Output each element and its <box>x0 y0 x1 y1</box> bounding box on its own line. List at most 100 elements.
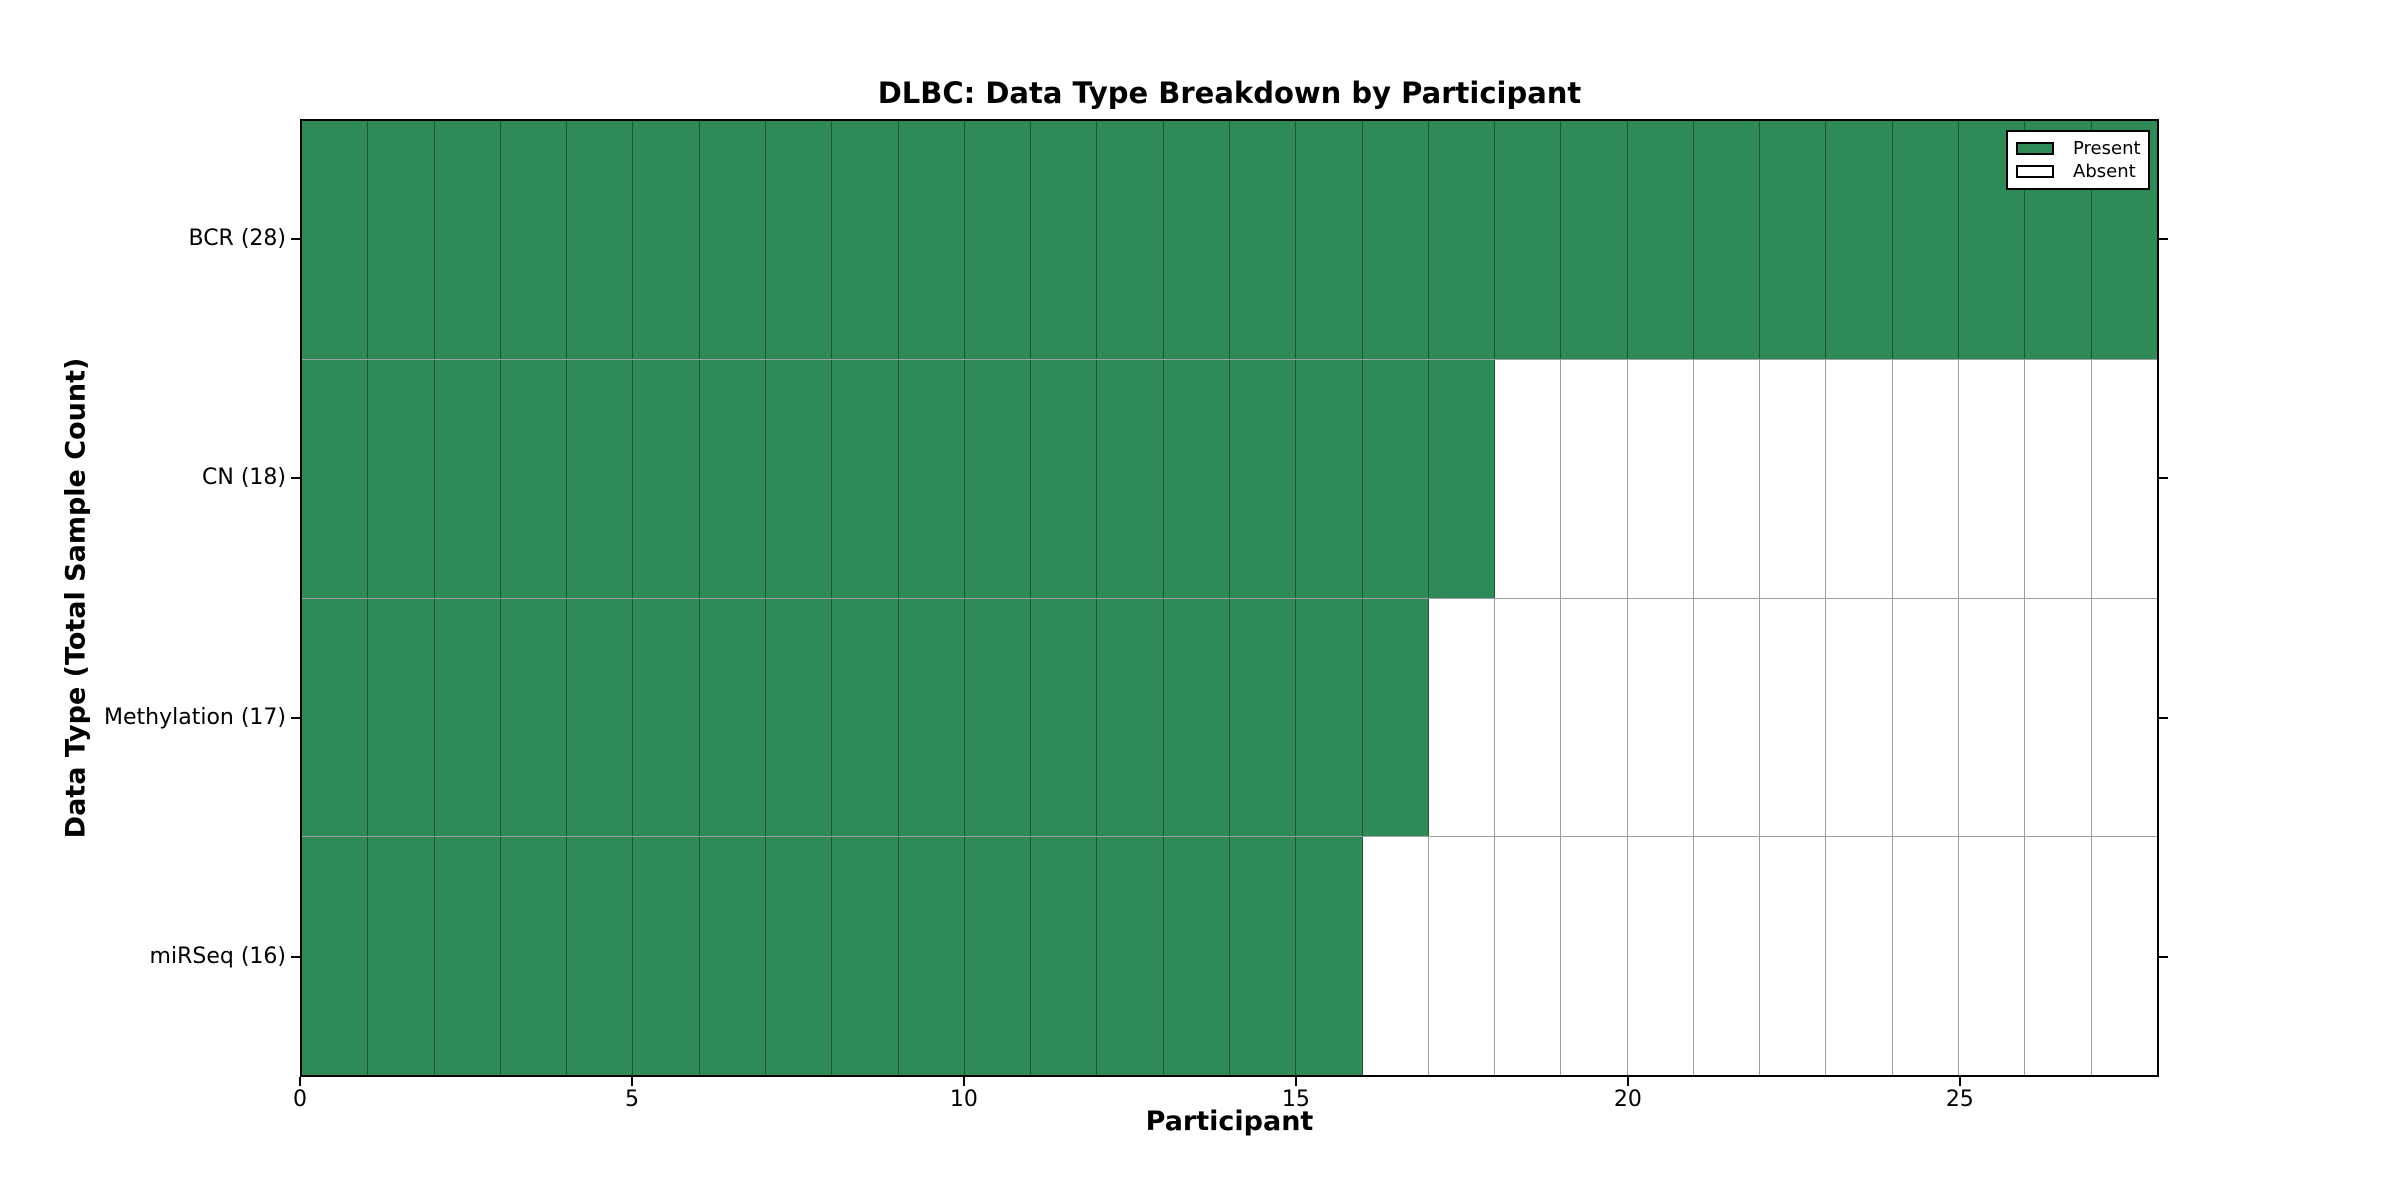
cell-CN-18-absent <box>1495 359 1562 598</box>
x-axis-label: Participant <box>1145 1106 1314 1137</box>
cell-Methylation-9-present <box>898 598 965 837</box>
cell-CN-27-absent <box>2091 359 2157 598</box>
cell-CN-10-present <box>964 359 1032 598</box>
cell-miRSeq-9-present <box>898 837 965 1075</box>
cell-BCR-22-present <box>1760 121 1827 359</box>
cell-Methylation-4-present <box>567 598 634 837</box>
x-tick-label-20: 20 <box>1613 1087 1642 1112</box>
y-tick-mark-right-miRSeq <box>2159 956 2168 959</box>
y-tick-layer: BCR (28) CN (18) Methylation (17) miRSeq (1… <box>0 119 2400 1077</box>
cell-Methylation-26-absent <box>2025 598 2092 837</box>
cell-BCR-19-present <box>1561 121 1628 359</box>
x-tick-mark-0 <box>299 1077 301 1086</box>
cell-BCR-6-present <box>699 121 766 359</box>
cell-Methylation-12-present <box>1097 598 1164 837</box>
cell-miRSeq-22-absent <box>1760 837 1827 1075</box>
y-tick-label-BCR: BCR (28) <box>188 225 286 251</box>
cell-CN-2-present <box>434 359 501 598</box>
cell-miRSeq-24-absent <box>1892 837 1960 1075</box>
cell-miRSeq-12-present <box>1097 837 1164 1075</box>
cell-BCR-14-present <box>1229 121 1297 359</box>
cell-miRSeq-20-absent <box>1627 837 1694 1075</box>
cell-miRSeq-10-present <box>964 837 1032 1075</box>
cell-Methylation-7-present <box>765 598 833 837</box>
cell-Methylation-21-absent <box>1693 598 1761 837</box>
cell-CN-17-present <box>1428 359 1496 598</box>
cell-CN-16-present <box>1362 359 1429 598</box>
y-tick-mark-left-Methylation <box>291 716 300 719</box>
cell-BCR-17-present <box>1428 121 1496 359</box>
cell-CN-5-present <box>633 359 700 598</box>
cell-BCR-23-present <box>1826 121 1893 359</box>
cell-Methylation-11-present <box>1031 598 1098 837</box>
legend: Present Absent <box>2006 130 2150 190</box>
cell-Methylation-22-absent <box>1760 598 1827 837</box>
chart-title: DLBC: Data Type Breakdown by Participant <box>877 76 1582 110</box>
x-tick-label-25: 25 <box>1945 1087 1974 1112</box>
cell-BCR-2-present <box>434 121 501 359</box>
plot-area <box>300 119 2159 1077</box>
cell-miRSeq-16-absent <box>1362 837 1429 1075</box>
cell-CN-13-present <box>1163 359 1230 598</box>
chart-row-Methylation <box>302 598 2157 838</box>
cell-miRSeq-1-present <box>368 837 435 1075</box>
cell-miRSeq-17-absent <box>1428 837 1496 1075</box>
cell-CN-15-present <box>1296 359 1363 598</box>
cell-Methylation-24-absent <box>1892 598 1960 837</box>
cell-Methylation-27-absent <box>2091 598 2157 837</box>
chart-row-CN <box>302 359 2157 599</box>
cell-Methylation-19-absent <box>1561 598 1628 837</box>
x-tick-label-5: 5 <box>624 1087 639 1112</box>
cell-miRSeq-18-absent <box>1495 837 1562 1075</box>
cell-Methylation-16-present <box>1362 598 1429 837</box>
x-tick-mark-15 <box>1294 1077 1297 1086</box>
cell-BCR-16-present <box>1362 121 1429 359</box>
cell-miRSeq-6-present <box>699 837 766 1075</box>
cell-Methylation-10-present <box>964 598 1032 837</box>
cell-BCR-1-present <box>368 121 435 359</box>
legend-entry-absent: Absent <box>2016 162 2140 181</box>
cell-BCR-8-present <box>832 121 899 359</box>
x-tick-mark-20 <box>1626 1077 1629 1086</box>
cell-BCR-15-present <box>1296 121 1363 359</box>
cell-CN-3-present <box>500 359 568 598</box>
cell-miRSeq-11-present <box>1031 837 1098 1075</box>
cell-BCR-4-present <box>567 121 634 359</box>
cell-miRSeq-0-present <box>302 837 369 1075</box>
cell-miRSeq-7-present <box>765 837 833 1075</box>
cell-Methylation-8-present <box>832 598 899 837</box>
cell-miRSeq-5-present <box>633 837 700 1075</box>
present-swatch-icon <box>2016 142 2054 155</box>
cell-CN-26-absent <box>2025 359 2092 598</box>
cell-CN-0-present <box>302 359 369 598</box>
cell-CN-7-present <box>765 359 833 598</box>
y-tick-label-CN: CN (18) <box>202 465 286 491</box>
cell-BCR-11-present <box>1031 121 1098 359</box>
cell-miRSeq-4-present <box>567 837 634 1075</box>
cell-Methylation-20-absent <box>1627 598 1694 837</box>
cell-CN-25-absent <box>1959 359 2026 598</box>
cell-BCR-13-present <box>1163 121 1230 359</box>
cell-miRSeq-21-absent <box>1693 837 1761 1075</box>
cell-miRSeq-13-present <box>1163 837 1230 1075</box>
cell-BCR-20-present <box>1627 121 1694 359</box>
y-tick-mark-right-Methylation <box>2159 716 2168 719</box>
cell-CN-8-present <box>832 359 899 598</box>
cell-Methylation-18-absent <box>1495 598 1562 837</box>
cell-Methylation-5-present <box>633 598 700 837</box>
x-tick-label-10: 10 <box>949 1087 978 1112</box>
y-tick-mark-right-CN <box>2159 477 2168 480</box>
x-tick-mark-5 <box>630 1077 633 1086</box>
cell-CN-11-present <box>1031 359 1098 598</box>
cell-miRSeq-2-present <box>434 837 501 1075</box>
cell-miRSeq-15-present <box>1296 837 1363 1075</box>
cell-CN-21-absent <box>1693 359 1761 598</box>
cell-Methylation-6-present <box>699 598 766 837</box>
cell-Methylation-0-present <box>302 598 369 837</box>
cell-miRSeq-19-absent <box>1561 837 1628 1075</box>
cell-Methylation-3-present <box>500 598 568 837</box>
cell-CN-9-present <box>898 359 965 598</box>
cell-Methylation-25-absent <box>1959 598 2026 837</box>
cell-Methylation-17-absent <box>1428 598 1496 837</box>
